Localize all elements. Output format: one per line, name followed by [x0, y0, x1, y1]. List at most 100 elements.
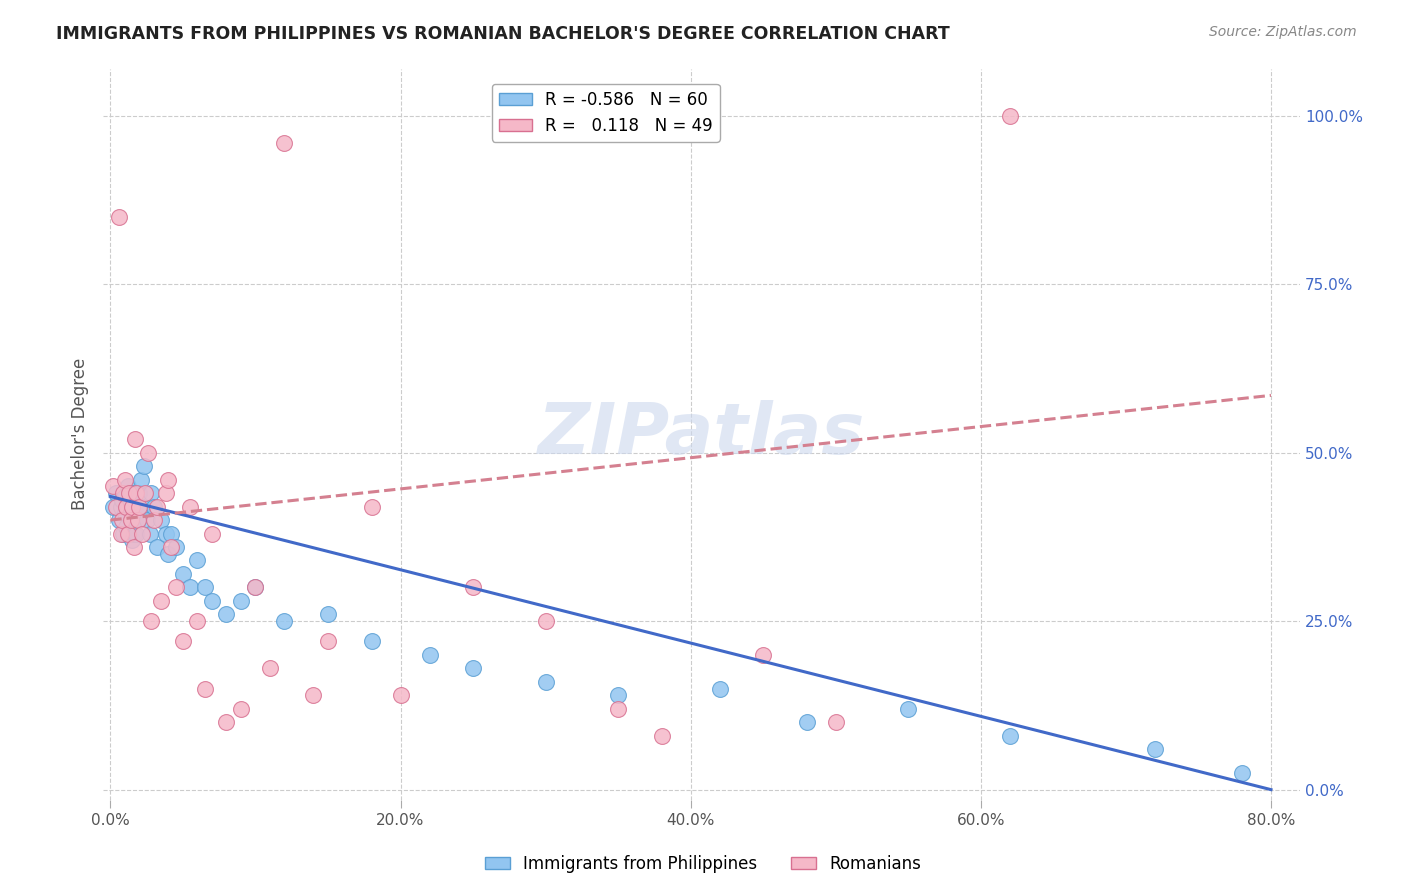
Point: [124, 432, 146, 446]
Point: [998, 109, 1021, 123]
Point: [824, 715, 846, 730]
Point: [138, 526, 160, 541]
Point: [194, 681, 217, 696]
Point: [1230, 765, 1253, 780]
Point: [150, 594, 173, 608]
Legend: R = -0.586   N = 60, R =   0.118   N = 49: R = -0.586 N = 60, R = 0.118 N = 49: [492, 84, 720, 142]
Point: [139, 486, 162, 500]
Point: [124, 513, 146, 527]
Point: [157, 547, 180, 561]
Point: [127, 513, 149, 527]
Point: [118, 526, 141, 541]
Point: [115, 520, 138, 534]
Point: [998, 729, 1021, 743]
Text: Source: ZipAtlas.com: Source: ZipAtlas.com: [1209, 25, 1357, 39]
Point: [127, 500, 149, 514]
Point: [179, 581, 201, 595]
Y-axis label: Bachelor's Degree: Bachelor's Degree: [72, 358, 89, 510]
Point: [215, 715, 238, 730]
Point: [139, 614, 162, 628]
Point: [461, 581, 484, 595]
Point: [120, 486, 142, 500]
Point: [117, 479, 139, 493]
Point: [179, 500, 201, 514]
Point: [201, 526, 224, 541]
Point: [194, 581, 217, 595]
Point: [186, 614, 208, 628]
Point: [135, 513, 157, 527]
Point: [105, 486, 128, 500]
Point: [111, 513, 134, 527]
Point: [131, 500, 153, 514]
Point: [1143, 742, 1166, 756]
Point: [709, 681, 731, 696]
Point: [245, 581, 267, 595]
Point: [121, 533, 143, 548]
Point: [103, 479, 125, 493]
Point: [302, 688, 325, 702]
Point: [752, 648, 775, 662]
Point: [150, 513, 173, 527]
Point: [157, 473, 180, 487]
Point: [129, 473, 152, 487]
Point: [111, 492, 134, 507]
Point: [118, 486, 141, 500]
Point: [607, 702, 630, 716]
Point: [273, 614, 295, 628]
Point: [155, 526, 177, 541]
Point: [112, 526, 135, 541]
Point: [118, 492, 141, 507]
Point: [142, 513, 165, 527]
Point: [607, 688, 630, 702]
Point: [229, 702, 252, 716]
Point: [316, 607, 339, 622]
Point: [160, 540, 183, 554]
Point: [122, 540, 145, 554]
Point: [201, 594, 224, 608]
Point: [389, 688, 412, 702]
Point: [134, 486, 156, 500]
Point: [229, 594, 252, 608]
Point: [131, 526, 153, 541]
Point: [108, 210, 131, 224]
Point: [132, 459, 155, 474]
Point: [121, 500, 143, 514]
Point: [360, 634, 382, 648]
Point: [273, 136, 295, 150]
Text: IMMIGRANTS FROM PHILIPPINES VS ROMANIAN BACHELOR'S DEGREE CORRELATION CHART: IMMIGRANTS FROM PHILIPPINES VS ROMANIAN …: [56, 25, 950, 43]
Text: ZIPatlas: ZIPatlas: [538, 400, 865, 468]
Point: [146, 500, 169, 514]
Point: [120, 513, 142, 527]
Point: [115, 500, 138, 514]
Point: [160, 526, 183, 541]
Point: [316, 634, 339, 648]
Point: [360, 500, 382, 514]
Point: [125, 506, 148, 520]
Point: [110, 500, 132, 514]
Point: [114, 473, 136, 487]
Point: [245, 581, 267, 595]
Point: [651, 729, 673, 743]
Point: [259, 661, 281, 675]
Point: [186, 553, 208, 567]
Point: [124, 486, 146, 500]
Point: [461, 661, 484, 675]
Point: [105, 500, 128, 514]
Point: [112, 486, 135, 500]
Point: [108, 513, 131, 527]
Point: [142, 500, 165, 514]
Point: [121, 500, 143, 514]
Point: [146, 540, 169, 554]
Point: [117, 500, 139, 514]
Point: [125, 526, 148, 541]
Point: [136, 445, 159, 459]
Point: [897, 702, 920, 716]
Point: [172, 566, 194, 581]
Point: [128, 486, 150, 500]
Point: [128, 500, 150, 514]
Point: [122, 492, 145, 507]
Point: [534, 614, 557, 628]
Point: [125, 486, 148, 500]
Point: [117, 526, 139, 541]
Point: [103, 500, 125, 514]
